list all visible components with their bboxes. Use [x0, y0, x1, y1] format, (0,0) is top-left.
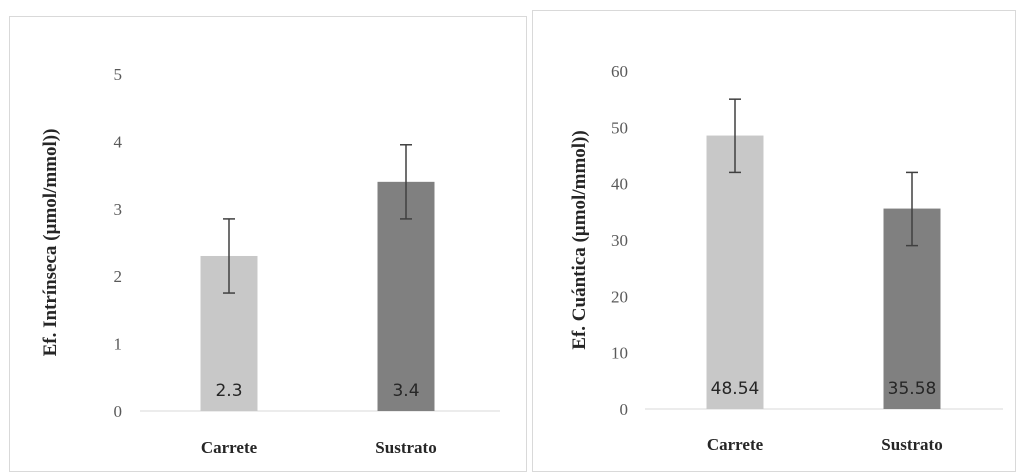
data-label: 35.58: [888, 379, 937, 399]
y-tick-label: 1: [114, 335, 123, 354]
data-label: 48.54: [711, 379, 760, 399]
y-tick-label: 4: [114, 132, 123, 151]
y-tick-label: 0: [620, 400, 629, 419]
y-tick-label: 50: [611, 118, 628, 137]
y-tick-label: 5: [114, 65, 123, 84]
y-tick-label: 40: [611, 175, 628, 194]
y-tick-label: 10: [611, 344, 628, 363]
bar-carrete: [707, 136, 764, 409]
x-category-label: Sustrato: [375, 438, 436, 457]
x-category-label: Carrete: [201, 438, 258, 457]
y-tick-label: 2: [114, 267, 123, 286]
chart-panel-intrinseca: 0 1 2 3 4 5 Ef. Intrínseca (µmol/mmol)) 2.3 Carr…: [9, 16, 527, 472]
chart-cuantica: 0 10 20 30 40 50 60 Ef. Cuántica (µmol/mmol)) 48…: [533, 11, 1017, 473]
chart-intrinseca: 0 1 2 3 4 5 Ef. Intrínseca (µmol/mmol)) 2.3 Carr…: [10, 17, 528, 473]
data-label: 2.3: [215, 381, 242, 401]
y-tick-label: 20: [611, 287, 628, 306]
x-category-label: Sustrato: [881, 435, 942, 454]
x-category-label: Carrete: [707, 435, 764, 454]
y-axis-title: Ef. Intrínseca (µmol/mmol)): [40, 129, 61, 357]
y-tick-label: 30: [611, 231, 628, 250]
chart-panel-cuantica: 0 10 20 30 40 50 60 Ef. Cuántica (µmol/mmol)) 48…: [532, 10, 1016, 472]
y-tick-label: 3: [114, 200, 123, 219]
data-label: 3.4: [392, 381, 419, 401]
y-tick-label: 0: [114, 402, 123, 421]
y-axis-title: Ef. Cuántica (µmol/mmol)): [569, 130, 590, 349]
y-tick-label: 60: [611, 62, 628, 81]
